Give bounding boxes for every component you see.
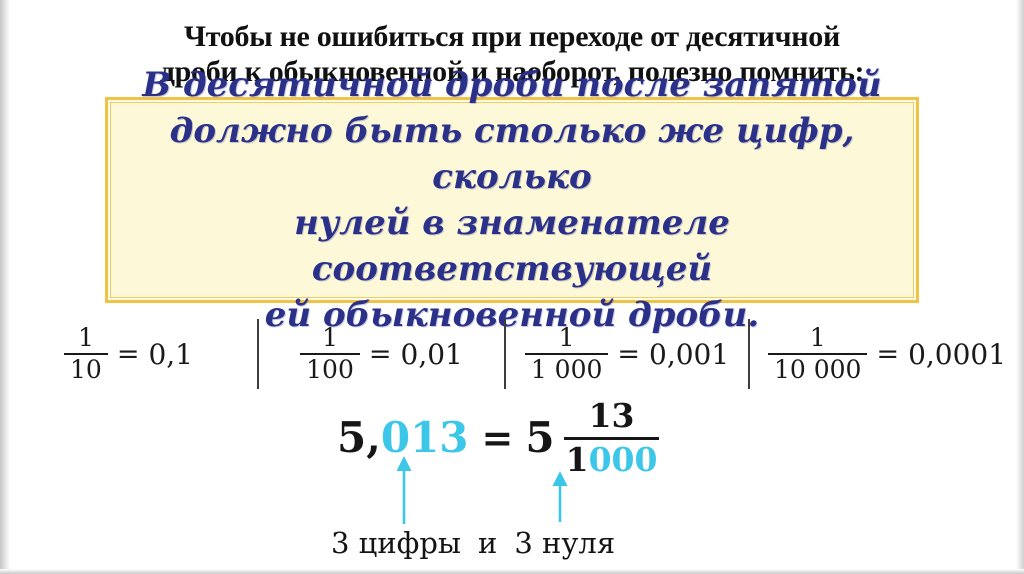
fraction-example-1: 1 10 = 0,1 (0, 314, 257, 394)
equals-sign: = (481, 415, 514, 461)
denominator-one: 1 (565, 439, 589, 479)
title-line-2: дроби к обыкновенной и наоборот, полезно… (159, 55, 865, 88)
equals-sign: = (617, 338, 641, 370)
fraction-example-4: 1 10 000 = 0,0001 (750, 314, 1024, 394)
fraction-denominator: 100 (306, 355, 354, 384)
example-fraction-denominator: 1000 (564, 440, 660, 479)
rule-callout-box: В десятичной дроби после запятой должно … (105, 65, 919, 335)
slide-title: Чтобы не ошибиться при переходе от десят… (0, 19, 1024, 89)
up-arrow-icon (396, 456, 412, 524)
fraction-numerator: 1 (64, 324, 108, 355)
fraction-examples-row: 1 10 = 0,1 1 100 = 0,01 1 1 000 = 0,001 (0, 314, 1024, 394)
example-fraction: 13 1000 (563, 397, 660, 479)
digits-count-label: 3 цифры (331, 526, 461, 560)
example-fraction-numerator: 13 (563, 397, 660, 440)
equals-sign: = (116, 338, 140, 370)
title-line-1: Чтобы не ошибиться при переходе от десят… (184, 20, 840, 53)
example-decimal-digits: 013 (380, 413, 469, 463)
fraction-numerator: 1 (767, 324, 868, 355)
decimal-value: 0,1 (148, 337, 193, 371)
fraction-denominator: 1 000 (530, 355, 603, 384)
fraction-numerator: 1 (300, 324, 360, 355)
common-fraction: 1 1 000 (524, 324, 609, 384)
fraction-denominator: 10 (70, 355, 102, 384)
equals-sign: = (368, 338, 392, 370)
fraction-numerator: 1 (524, 324, 609, 355)
up-arrow-icon (552, 471, 568, 522)
rule-text-line: должно быть столько же цифр, сколько (169, 111, 855, 197)
bottom-edge-shading (0, 569, 1024, 574)
conjunction-label: и (478, 526, 498, 560)
decimal-value: 0,001 (649, 337, 730, 371)
vertical-divider (257, 319, 259, 389)
fraction-example-3: 1 1 000 = 0,001 (506, 314, 748, 394)
decimal-value: 0,01 (400, 337, 463, 371)
equals-sign: = (876, 338, 900, 370)
example-integer-part: 5, (337, 413, 381, 463)
rule-text-line: ей обыкновенной дроби. (264, 295, 760, 335)
rule-text-line: В десятичной дроби после запятой (142, 65, 882, 105)
mixed-number-example: 5, 013 = 5 13 1000 (337, 397, 660, 479)
common-fraction: 1 10 000 (767, 324, 868, 384)
vertical-divider (504, 319, 506, 389)
annotation-labels: 3 цифры и 3 нуля (331, 526, 615, 560)
denominator-zeros: 000 (588, 439, 658, 479)
vertical-divider (748, 319, 750, 389)
common-fraction: 1 100 (300, 324, 360, 384)
fraction-example-2: 1 100 = 0,01 (259, 314, 504, 394)
decimal-value: 0,0001 (908, 337, 1007, 371)
rule-text-line: нулей в знаменателе соответствующей (294, 203, 730, 289)
example-whole-part: 5 (525, 413, 555, 463)
common-fraction: 1 10 (64, 324, 108, 384)
fraction-denominator: 10 000 (773, 355, 862, 384)
zeros-count-label: 3 нуля (514, 526, 616, 560)
